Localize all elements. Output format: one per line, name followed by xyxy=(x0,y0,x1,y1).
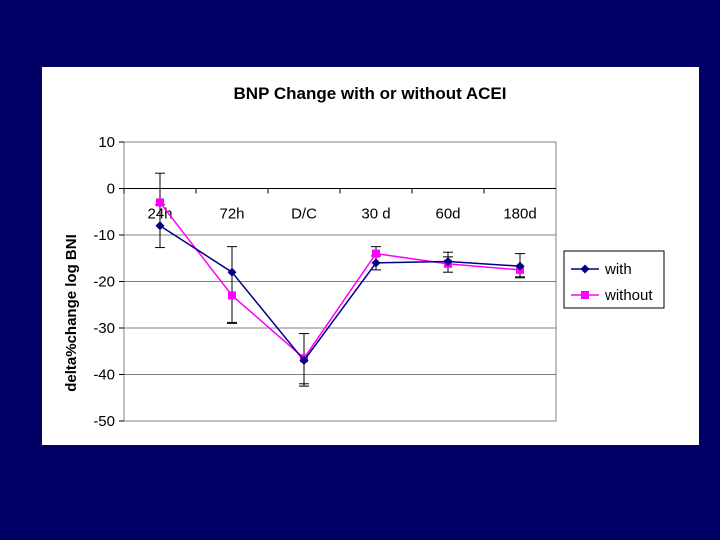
y-tick-label: -30 xyxy=(93,320,115,337)
x-tick-label: 60d xyxy=(435,206,460,223)
y-tick-label: -20 xyxy=(93,274,115,291)
y-tick-label: 0 xyxy=(107,181,115,198)
y-tick-labels: 10 0 -10 -20 -30 -40 -50 xyxy=(93,134,115,430)
y-tick-label: -40 xyxy=(93,367,115,384)
y-tick-label: -10 xyxy=(93,227,115,244)
data-point-with xyxy=(227,267,237,277)
y-axis-label: delta%change log BNI xyxy=(63,234,80,392)
legend-marker-without xyxy=(581,291,589,299)
data-point-with xyxy=(155,221,165,231)
y-tick-label: 10 xyxy=(98,134,115,151)
y-tick-label: -50 xyxy=(93,413,115,430)
x-tick-label: D/C xyxy=(291,206,317,223)
data-point-with xyxy=(515,261,525,271)
data-point-without xyxy=(228,291,236,300)
legend-box xyxy=(563,250,665,309)
series-lines xyxy=(155,198,525,366)
data-point-with xyxy=(371,258,381,268)
legend-label-with: with xyxy=(604,261,632,278)
x-tick-label: 30 d xyxy=(361,206,390,223)
legend: with without xyxy=(563,250,665,309)
data-point-without xyxy=(156,198,164,207)
grid-lines xyxy=(119,141,556,422)
series-line-without xyxy=(159,201,521,360)
legend-marker-with xyxy=(580,264,590,274)
legend-label-without: without xyxy=(604,287,653,304)
data-point-with xyxy=(443,257,453,267)
series-line-with xyxy=(159,225,521,362)
data-point-with xyxy=(299,356,309,366)
chart-title: BNP Change with or without ACEI xyxy=(234,84,507,103)
x-tick-label: 180d xyxy=(503,206,536,223)
chart-panel: BNP Change with or without ACEI delta%ch… xyxy=(42,67,699,445)
x-tick-labels: 24h 72h D/C 30 d 60d 180d xyxy=(147,206,536,223)
chart: BNP Change with or without ACEI delta%ch… xyxy=(63,84,665,430)
data-point-without xyxy=(372,249,380,258)
x-tick-label: 72h xyxy=(219,206,244,223)
